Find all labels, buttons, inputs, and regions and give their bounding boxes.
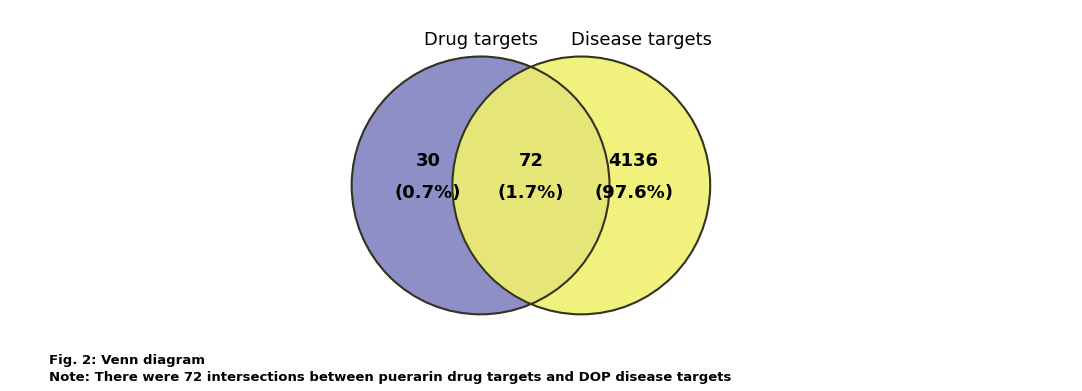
- Text: 4136: 4136: [609, 152, 659, 170]
- Circle shape: [352, 57, 609, 314]
- Text: Disease targets: Disease targets: [571, 31, 712, 49]
- Text: 30: 30: [415, 152, 440, 170]
- Text: 72: 72: [518, 152, 543, 170]
- Text: Drug targets: Drug targets: [423, 31, 538, 49]
- Circle shape: [452, 57, 710, 314]
- Text: Note: There were 72 intersections between puerarin drug targets and DOP disease : Note: There were 72 intersections betwee…: [49, 371, 731, 384]
- Text: (97.6%): (97.6%): [594, 185, 673, 203]
- Text: (1.7%): (1.7%): [498, 185, 564, 203]
- Text: (0.7%): (0.7%): [395, 185, 461, 203]
- Text: Fig. 2: Venn diagram: Fig. 2: Venn diagram: [49, 354, 204, 367]
